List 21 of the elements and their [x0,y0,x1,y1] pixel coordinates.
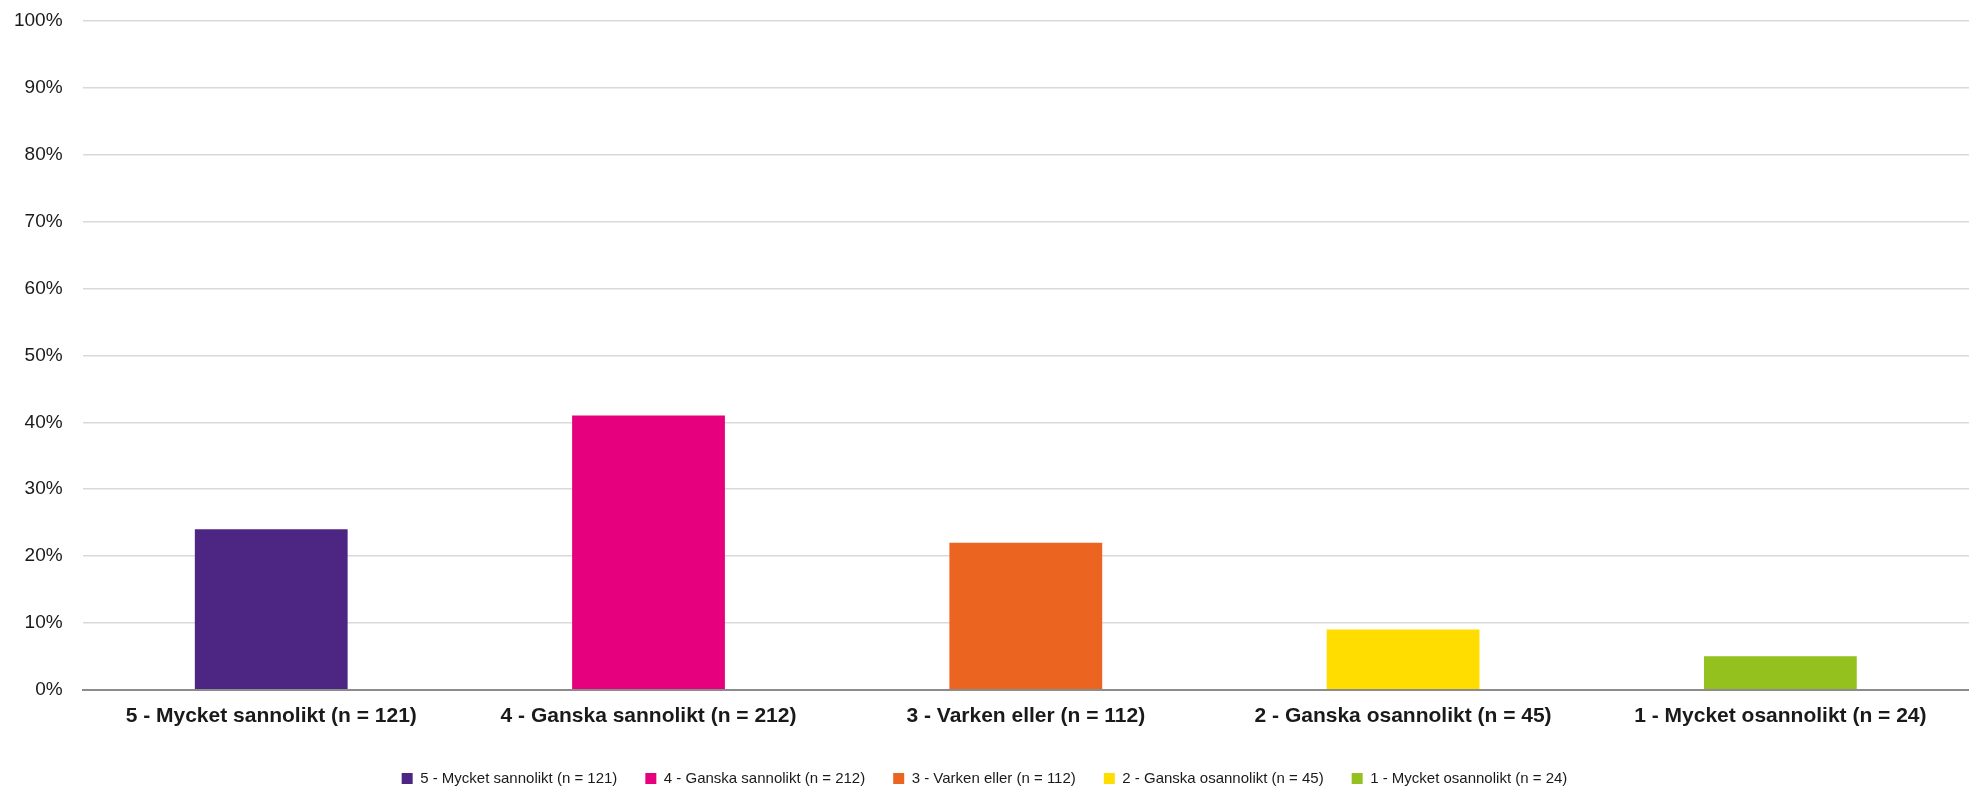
y-tick-label: 30% [24,477,63,499]
y-tick-label: 100% [13,9,63,31]
x-tick-label: 4 - Ganska sannolikt (n = 212) [500,703,797,727]
legend-label: 1 - Mycket osannolikt (n = 24) [1370,768,1568,786]
x-tick-label: 2 - Ganska osannolikt (n = 45) [1254,703,1552,727]
x-tick-label: 3 - Varken eller (n = 112) [906,703,1146,727]
y-tick-label: 40% [24,410,63,432]
y-tick-label: 80% [24,142,63,164]
y-tick-label: 10% [24,611,63,633]
y-tick-label: 50% [24,343,63,365]
y-tick-label: 20% [24,544,63,566]
y-tick-label: 90% [24,76,63,98]
legend-label: 3 - Varken eller (n = 112) [911,768,1076,786]
legend-label: 4 - Ganska sannolikt (n = 212) [663,768,866,786]
y-tick-label: 70% [24,209,63,231]
legend-label: 2 - Ganska osannolikt (n = 45) [1122,768,1324,786]
x-tick-label: 1 - Mycket osannolikt (n = 24) [1634,703,1927,727]
y-tick-label: 60% [24,276,63,298]
legend-label: 5 - Mycket sannolikt (n = 121) [420,768,618,786]
x-tick-label: 5 - Mycket sannolikt (n = 121) [125,703,417,727]
y-tick-label: 0% [35,678,63,700]
